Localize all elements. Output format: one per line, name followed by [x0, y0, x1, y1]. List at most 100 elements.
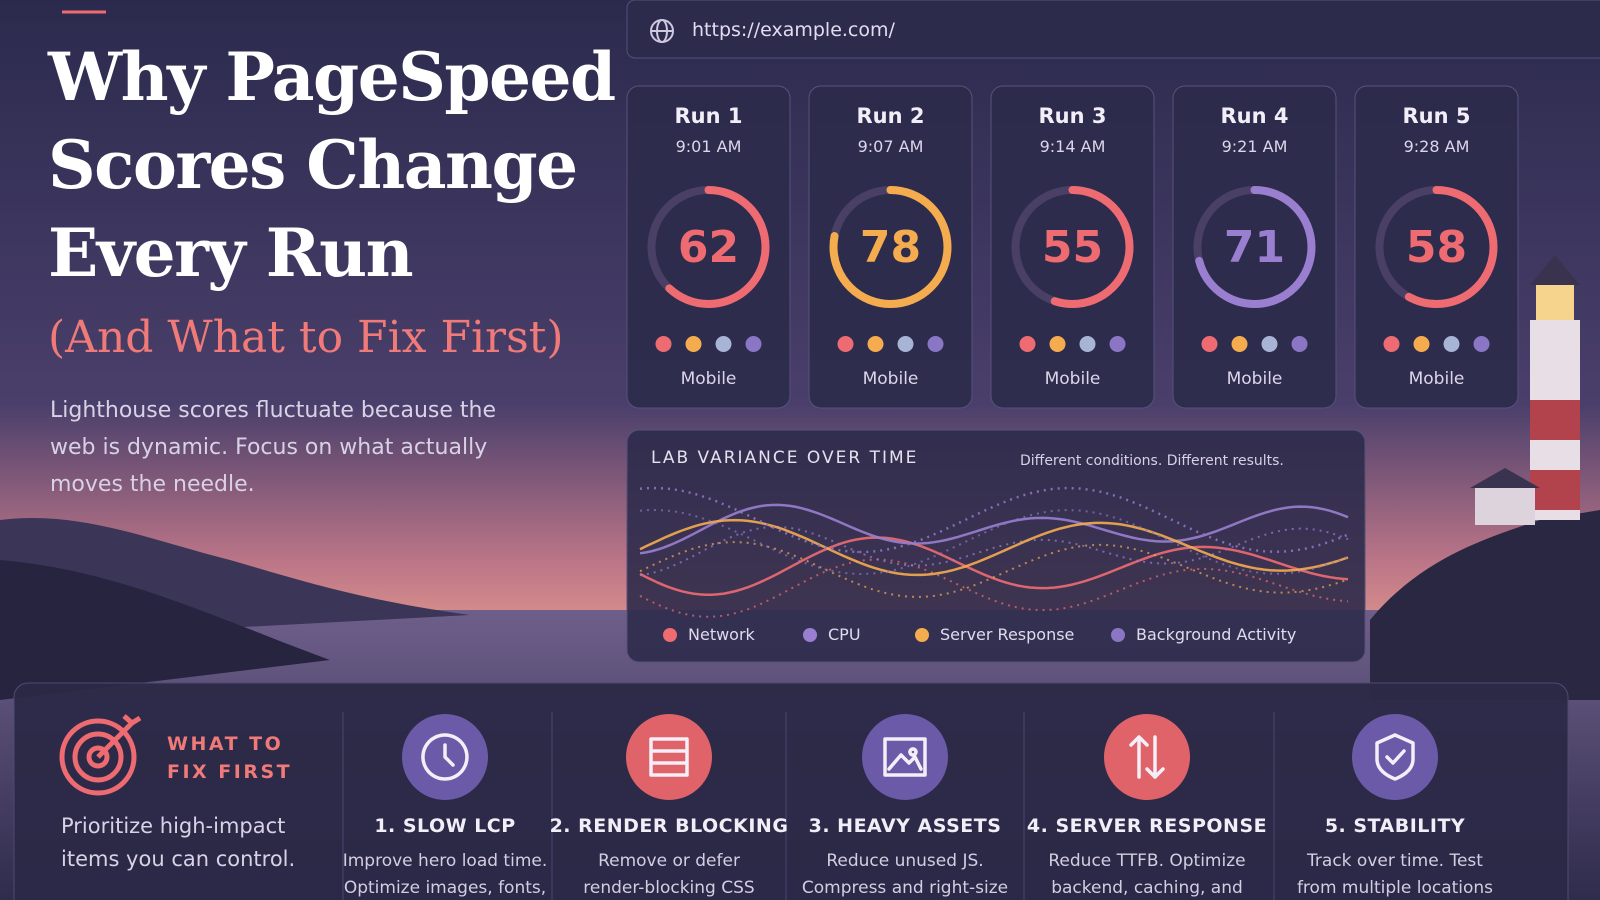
- run-label: Run 1: [674, 104, 743, 128]
- cliff: [1370, 510, 1600, 700]
- fix-description: Prioritize high-impact: [61, 814, 286, 838]
- run-time: 9:21 AM: [1221, 137, 1288, 156]
- device-label: Mobile: [1408, 369, 1465, 389]
- fix-icon-bg: [626, 714, 712, 800]
- score-value: 62: [677, 222, 740, 273]
- fix-item-title: 1. SLOW LCP: [374, 815, 516, 837]
- fix-icon: [421, 733, 469, 781]
- variance-panel: [626, 429, 1366, 663]
- fix-item-title: 4. SERVER RESPONSE: [1026, 815, 1268, 837]
- score-value: 78: [859, 222, 922, 273]
- legend-dot: [1111, 628, 1125, 642]
- status-dot: [1443, 336, 1460, 352]
- status-dot: [715, 336, 732, 352]
- variance-wave: [639, 518, 1349, 577]
- variance-wave: [639, 508, 1349, 576]
- run-label: Run 3: [1038, 104, 1107, 128]
- url-bar: [626, 0, 1600, 59]
- run-time: 9:28 AM: [1403, 137, 1470, 156]
- fix-icon-bg: [1104, 714, 1190, 800]
- status-dot: [655, 336, 672, 352]
- fix-item-text: Track over time. Test: [1307, 851, 1483, 871]
- legend-dot: [663, 628, 677, 642]
- variance-wave: [639, 503, 1349, 555]
- score-ring: [647, 186, 770, 308]
- fix-item-title: 2. RENDER BLOCKING: [549, 815, 789, 837]
- fix-item-text: from multiple locations: [1296, 878, 1494, 898]
- dividers: [342, 712, 1275, 900]
- device-label: Mobile: [680, 369, 737, 389]
- status-dot: [1291, 336, 1308, 352]
- url-text: https://example.com/: [692, 19, 895, 41]
- status-dot: [867, 336, 884, 352]
- hill: [0, 560, 330, 700]
- fix-item-text: backend, caching, and: [1051, 878, 1243, 898]
- fix-item-text: render-blocking CSS: [583, 878, 755, 898]
- fix-item-text: Remove or defer: [598, 851, 740, 871]
- run-time: 9:01 AM: [675, 137, 742, 156]
- legend-dot: [915, 628, 929, 642]
- score-value: 58: [1405, 222, 1468, 273]
- status-dot: [1201, 336, 1218, 352]
- score-value: 71: [1223, 222, 1286, 273]
- title-line: Why PageSpeed: [48, 38, 616, 116]
- status-dot: [745, 336, 762, 352]
- run-card: [626, 85, 791, 409]
- lighthouse: [1470, 255, 1580, 525]
- status-dot: [1109, 336, 1126, 352]
- score-ring: [829, 186, 952, 308]
- status-dot: [1473, 336, 1490, 352]
- fix-icon: [649, 737, 689, 777]
- variance-wave: [639, 536, 1349, 597]
- fix-title: WHAT TO: [167, 733, 284, 755]
- fix-item-text: Reduce TTFB. Optimize: [1048, 851, 1246, 871]
- fix-icon: [883, 737, 927, 777]
- score-ring: [1193, 186, 1316, 308]
- variance-wave: [639, 541, 1349, 598]
- run-label: Run 4: [1220, 104, 1289, 128]
- variance-wave: [639, 525, 1349, 577]
- status-dot: [1231, 336, 1248, 352]
- device-label: Mobile: [1226, 369, 1283, 389]
- fix-icon: [1375, 733, 1415, 781]
- status-dot: [837, 336, 854, 352]
- fix-item-title: 3. HEAVY ASSETS: [808, 815, 1002, 837]
- status-dot: [1383, 336, 1400, 352]
- subtitle: (And What to Fix First): [48, 312, 564, 363]
- status-dot: [1261, 336, 1278, 352]
- legend-dot: [803, 628, 817, 642]
- score-ring: [1375, 186, 1498, 308]
- legend-label: Background Activity: [1136, 625, 1297, 644]
- run-label: Run 5: [1402, 104, 1471, 128]
- status-dot: [685, 336, 702, 352]
- legend-label: Server Response: [940, 625, 1075, 644]
- run-card: [990, 85, 1155, 409]
- device-label: Mobile: [862, 369, 919, 389]
- run-card: [808, 85, 973, 409]
- fix-item-text: Optimize images, fonts,: [343, 878, 547, 898]
- status-dot: [927, 336, 944, 352]
- fix-icon-bg: [1352, 714, 1438, 800]
- score-ring: [1011, 186, 1134, 308]
- status-dot: [1019, 336, 1036, 352]
- legend-label: Network: [688, 625, 755, 644]
- fix-item-text: Compress and right-size: [801, 878, 1009, 898]
- score-value: 55: [1041, 222, 1104, 273]
- legend-label: CPU: [828, 625, 861, 644]
- panel-note: Different conditions. Different results.: [1020, 453, 1284, 469]
- run-time: 9:14 AM: [1039, 137, 1106, 156]
- variance-wave: [639, 486, 1349, 554]
- target-icon: [59, 714, 142, 796]
- status-dot: [1079, 336, 1096, 352]
- device-label: Mobile: [1044, 369, 1101, 389]
- status-dot: [897, 336, 914, 352]
- run-time: 9:07 AM: [857, 137, 924, 156]
- run-label: Run 2: [856, 104, 925, 128]
- fix-item-text: Improve hero load time.: [342, 851, 548, 871]
- fix-title: FIX FIRST: [167, 761, 293, 783]
- panel-title: LAB VARIANCE OVER TIME: [651, 448, 919, 468]
